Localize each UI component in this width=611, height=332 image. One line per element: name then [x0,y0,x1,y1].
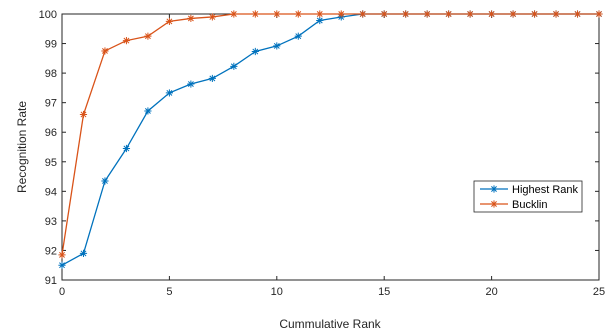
data-point [488,10,496,18]
y-tick-label: 96 [45,127,57,139]
data-point [273,10,281,18]
y-tick-label: 99 [45,39,57,51]
y-tick-label: 92 [45,245,57,257]
y-tick-label: 91 [45,275,57,287]
legend-box [473,180,583,213]
data-point [251,10,259,18]
data-point [595,10,603,18]
data-point [122,37,131,45]
data-point [230,62,238,70]
y-tick-label: 95 [45,157,57,169]
data-point [122,144,131,153]
data-point [423,10,431,18]
data-point [316,10,324,18]
data-point [359,10,367,18]
series-layer [58,10,603,269]
y-axis-label: Recognition Rate [15,101,29,193]
data-point [187,80,195,88]
y-tick-label: 93 [45,216,57,228]
y-tick-label: 97 [45,98,57,110]
data-point [445,10,453,18]
data-point [337,10,345,18]
x-axis-label: Cummulative Rank [279,317,381,331]
data-point [552,10,560,18]
data-point [573,10,582,18]
data-point [402,10,410,18]
data-point [101,177,109,185]
legend-entry: Highest Rank [480,184,579,196]
data-point [509,10,517,18]
x-tick-label: 5 [166,286,172,298]
legend-entry: Bucklin [480,199,547,211]
data-point [165,89,173,97]
y-tick-label: 94 [45,186,57,198]
data-point [230,10,238,18]
plot-area [61,13,600,281]
data-point [144,107,152,115]
data-point [294,10,302,18]
data-point [466,10,474,18]
legend: Highest Rank Bucklin [473,180,583,213]
data-point [251,47,259,56]
data-point [58,251,66,259]
data-point [380,10,388,18]
y-axis-ticks: 91 92 93 94 95 96 97 98 99 100 [39,9,599,287]
data-point [208,74,216,83]
data-point [530,10,539,18]
series-2 [58,10,603,259]
data-point [58,261,66,269]
legend-label: Highest Rank [512,184,579,196]
legend-label: Bucklin [512,199,547,211]
data-point [273,42,281,50]
x-tick-label: 0 [59,286,65,298]
legend-marker [490,185,498,193]
data-point [101,47,109,55]
x-tick-label: 15 [378,286,390,298]
x-tick-label: 10 [271,286,283,298]
data-point [144,32,152,40]
y-tick-label: 98 [45,68,57,80]
data-point [294,32,302,40]
y-tick-label: 100 [39,9,57,21]
legend-marker [490,200,498,208]
data-point [187,14,195,23]
data-point [208,13,216,21]
data-point [79,110,88,119]
data-point [79,249,88,257]
x-tick-label: 25 [593,286,605,298]
x-tick-label: 20 [485,286,497,298]
data-point [165,17,173,25]
data-point [316,16,324,25]
